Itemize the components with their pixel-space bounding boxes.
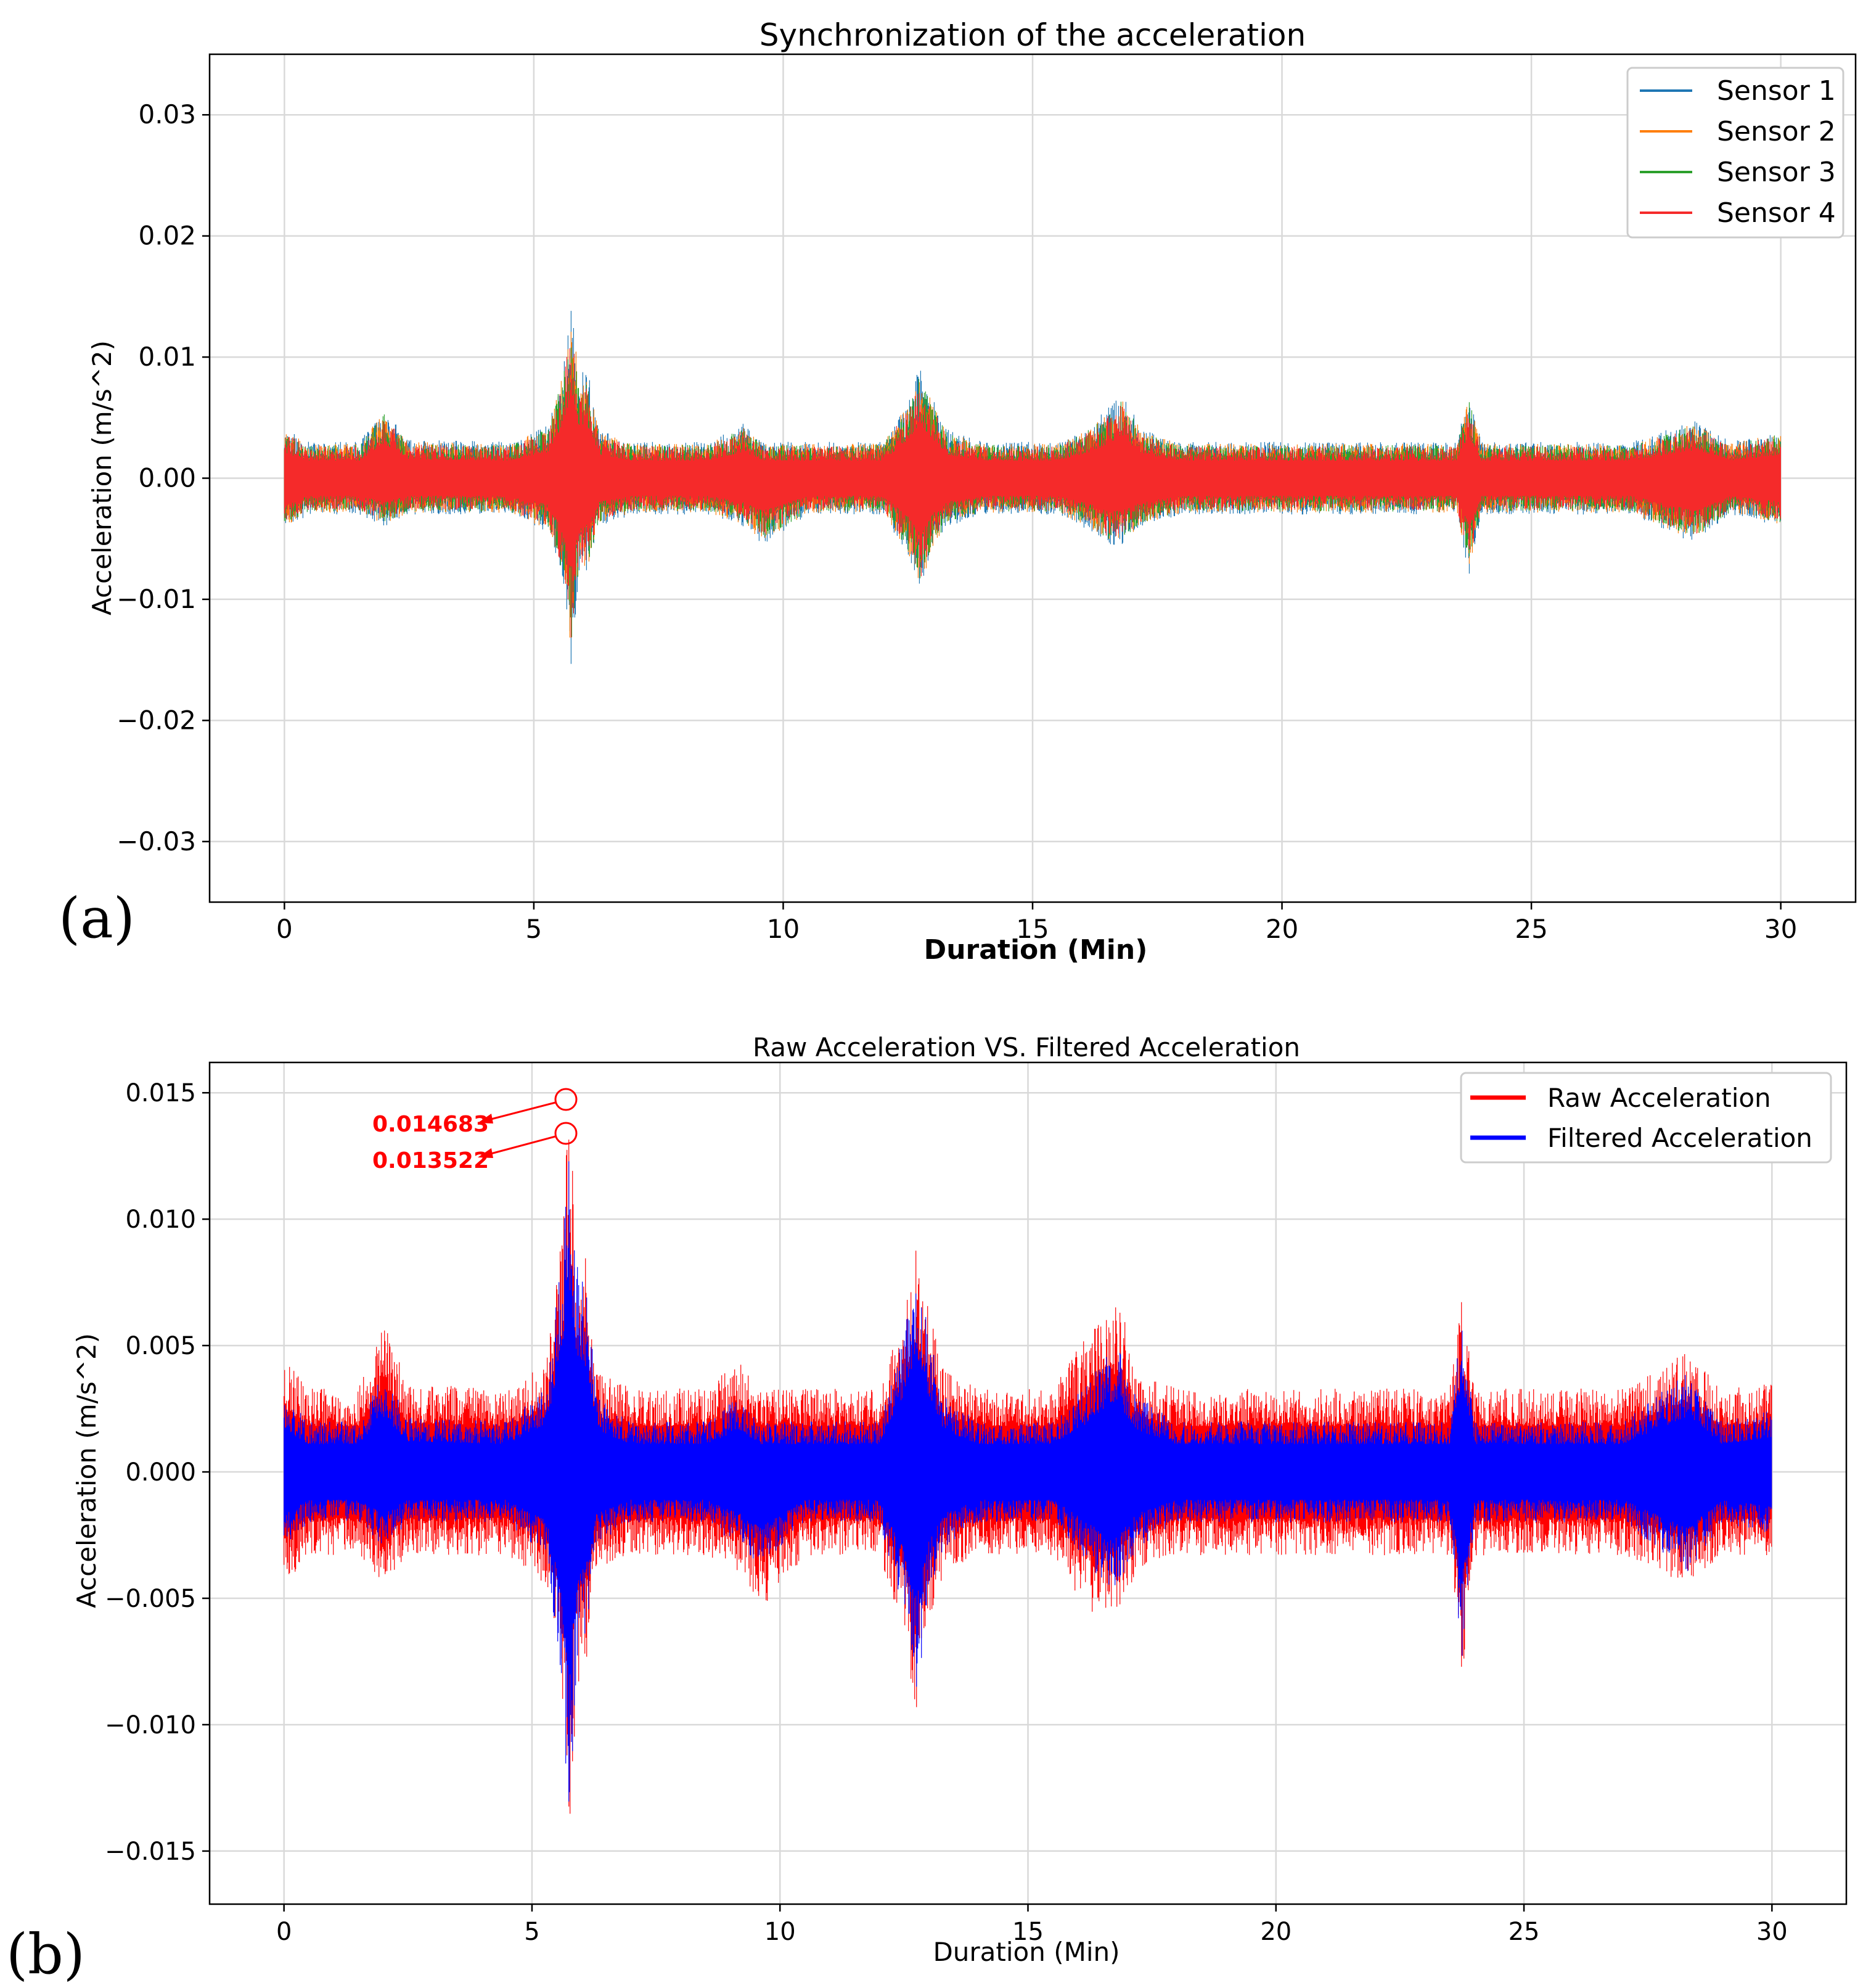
panel-a-y-tick-label: −0.02: [117, 705, 196, 735]
panel-b-y-tick-label: −0.005: [105, 1585, 196, 1613]
panel-a: Synchronization of the acceleration 0 5 10…: [59, 17, 1857, 966]
panel-a-y-tick-label: 0.01: [138, 342, 196, 372]
panel-b-y-tick-label: −0.010: [105, 1711, 196, 1740]
panel-b-legend: Raw Acceleration Filtered Acceleration: [1460, 1072, 1832, 1164]
panel-b-plot-frame: [208, 1061, 1848, 1905]
panel-a-y-axis-label: Acceleration (m/s^2): [87, 340, 117, 615]
annotation-label-filtered-peak: 0.013522: [372, 1148, 489, 1173]
panel-b-x-tick-label: 10: [764, 1918, 796, 1946]
legend-label-sensor-1: Sensor 1: [1717, 75, 1836, 107]
series-line-filtered-acceleration: [284, 1161, 1772, 1802]
panel-b-y-axis-label: Acceleration (m/s^2): [72, 1333, 102, 1608]
panel-b-legend-box: [1460, 1072, 1832, 1164]
panel-b-y-tick-label: 0.000: [125, 1458, 196, 1487]
panel-b: Raw Acceleration VS. Filtered Accelerati…: [6, 1032, 1848, 1987]
panel-a-x-tick-label: 25: [1515, 914, 1547, 944]
panel-b-x-tick-label: 15: [1012, 1918, 1044, 1946]
annotation-label-raw-peak: 0.014683: [372, 1112, 489, 1137]
panel-a-x-tick-label: 15: [1016, 914, 1049, 944]
panel-a-x-axis-label: Duration (Min): [924, 934, 1148, 966]
annotation-arrowhead-filtered-peak: [478, 1148, 493, 1158]
panel-a-y-tick-label: −0.01: [117, 584, 196, 614]
legend-label-sensor-4: Sensor 4: [1717, 197, 1836, 229]
panel-a-x-tick-label: 20: [1266, 914, 1298, 944]
series-line-sensor-4: [284, 348, 1781, 638]
panel-a-legend-box: [1626, 67, 1844, 239]
panel-a-title: Synchronization of the acceleration: [759, 17, 1306, 53]
panel-b-y-tick-label: −0.015: [105, 1838, 196, 1866]
panel-b-x-tick-label: 20: [1260, 1918, 1292, 1946]
panel-b-x-tick-label: 30: [1756, 1918, 1788, 1946]
panel-b-x-tick-label: 25: [1509, 1918, 1540, 1946]
annotation-arrowhead-raw-peak: [478, 1114, 493, 1123]
panel-a-x-tick-label: 10: [767, 914, 800, 944]
panel-b-x-tick-label: 0: [276, 1918, 292, 1946]
annotation-arrow-raw-peak: [483, 1101, 556, 1122]
panel-b-y-tick-label: 0.015: [125, 1079, 196, 1107]
legend-label-filtered-acceleration: Filtered Acceleration: [1547, 1123, 1812, 1153]
annotation-marker-raw-peak: [554, 1088, 578, 1111]
panel-a-legend: Sensor 1 Sensor 2 Sensor 3 Sensor 4: [1626, 67, 1844, 239]
panel-b-x-axis-label: Duration (Min): [933, 1937, 1120, 1967]
panel-b-y-tick-label: 0.005: [125, 1332, 196, 1360]
panel-a-y-tick-label: 0.02: [138, 221, 196, 251]
panel-a-y-tick-label: 0.00: [138, 463, 196, 493]
panel-a-y-tick-label: −0.03: [117, 826, 196, 856]
panel-a-ticks: 0 5 10 15 20 25 30 0.03 0.02 0.01 0.00 −0.01 −0.02 −0…: [117, 99, 1797, 944]
panel-b-title: Raw Acceleration VS. Filtered Accelerati…: [753, 1032, 1300, 1062]
panel-a-x-tick-label: 30: [1764, 914, 1797, 944]
panel-a-letter: (a): [59, 886, 135, 951]
panel-a-plot-frame: [208, 53, 1857, 903]
panel-a-y-tick-label: 0.03: [138, 99, 196, 129]
legend-label-sensor-2: Sensor 2: [1717, 116, 1836, 147]
annotation-marker-filtered-peak: [554, 1122, 578, 1145]
panel-a-x-tick-label: 0: [276, 914, 293, 944]
legend-label-sensor-3: Sensor 3: [1717, 157, 1836, 188]
panel-b-annotations: 0.014683 0.013522: [372, 1088, 578, 1173]
panel-b-series: [284, 1140, 1772, 1814]
panel-b-letter: (b): [6, 1922, 85, 1987]
panel-b-ticks: 0 5 10 15 20 25 30 0.015 0.010 0.005 0.000 −0.005 −0…: [105, 1079, 1788, 1946]
annotation-arrow-filtered-peak: [483, 1135, 556, 1157]
panel-a-x-tick-label: 5: [526, 914, 542, 944]
panel-a-series: [284, 311, 1781, 664]
legend-label-raw-acceleration: Raw Acceleration: [1547, 1083, 1771, 1113]
panel-b-y-tick-label: 0.010: [125, 1206, 196, 1234]
panel-b-x-tick-label: 5: [524, 1918, 539, 1946]
